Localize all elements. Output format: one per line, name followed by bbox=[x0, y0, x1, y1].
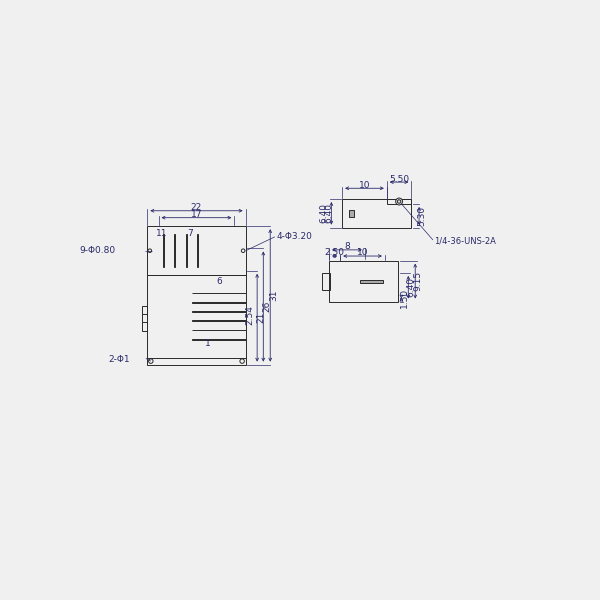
Text: 22: 22 bbox=[191, 203, 202, 212]
Text: 26: 26 bbox=[263, 301, 272, 312]
Bar bbox=[148, 226, 245, 275]
Text: 6: 6 bbox=[216, 277, 221, 286]
Bar bbox=[197, 234, 198, 268]
Text: 6.40: 6.40 bbox=[319, 203, 328, 223]
Bar bbox=[361, 280, 383, 283]
Text: 6.40: 6.40 bbox=[407, 277, 416, 297]
Text: 8: 8 bbox=[344, 242, 350, 251]
Text: 1: 1 bbox=[205, 339, 211, 348]
Bar bbox=[163, 234, 164, 268]
Bar bbox=[192, 339, 245, 340]
Bar bbox=[322, 272, 330, 290]
Text: 10: 10 bbox=[357, 248, 368, 257]
Text: 31: 31 bbox=[269, 290, 278, 301]
Text: 2.54: 2.54 bbox=[245, 305, 254, 325]
Bar bbox=[192, 329, 245, 331]
Text: 10: 10 bbox=[359, 181, 370, 190]
Bar bbox=[349, 209, 354, 217]
Text: 5.50: 5.50 bbox=[389, 175, 409, 184]
Text: 6.40: 6.40 bbox=[325, 203, 334, 223]
Text: 9.15: 9.15 bbox=[414, 271, 423, 291]
Text: 11: 11 bbox=[156, 229, 167, 238]
Text: 7: 7 bbox=[187, 229, 193, 238]
Text: 2-Φ1: 2-Φ1 bbox=[109, 355, 130, 364]
Text: 1/4-36-UNS-2A: 1/4-36-UNS-2A bbox=[434, 236, 496, 245]
Text: 4-Φ3.20: 4-Φ3.20 bbox=[277, 232, 312, 241]
Text: 9-Φ0.80: 9-Φ0.80 bbox=[79, 246, 115, 255]
Bar bbox=[192, 320, 245, 321]
Text: 1.50: 1.50 bbox=[400, 288, 409, 308]
Bar bbox=[387, 199, 412, 204]
Bar bbox=[342, 199, 412, 227]
Text: 2.50: 2.50 bbox=[325, 248, 344, 257]
Bar bbox=[192, 311, 245, 312]
Text: 5.30: 5.30 bbox=[418, 206, 427, 226]
Text: 17: 17 bbox=[191, 210, 202, 219]
Bar bbox=[142, 305, 148, 331]
Circle shape bbox=[395, 198, 403, 205]
Bar bbox=[329, 260, 398, 302]
Text: 21: 21 bbox=[256, 312, 265, 323]
Bar bbox=[185, 234, 187, 268]
Bar bbox=[148, 275, 245, 365]
